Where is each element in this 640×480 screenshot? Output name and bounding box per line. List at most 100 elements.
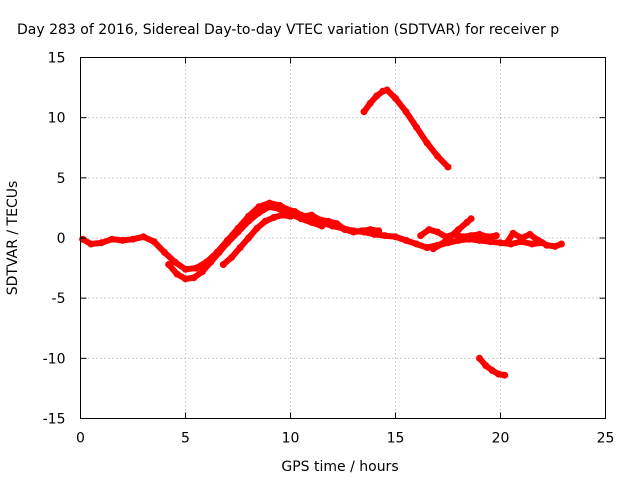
data-point: [173, 270, 181, 278]
data-point: [438, 240, 446, 248]
data-point: [140, 233, 147, 241]
data-point: [476, 236, 483, 244]
data-point: [503, 239, 511, 247]
data-point: [255, 209, 263, 217]
data-point: [219, 261, 227, 268]
data-point: [234, 228, 242, 236]
x-tick-label: 25: [597, 431, 615, 447]
y-tick-label: 5: [57, 171, 66, 187]
data-point: [467, 215, 475, 223]
data-point: [366, 99, 374, 107]
data-point: [402, 108, 410, 116]
data-point: [299, 212, 307, 220]
data-point: [383, 86, 391, 94]
data-point: [324, 217, 332, 225]
data-point: [108, 235, 116, 243]
data-point: [381, 232, 389, 240]
data-point: [375, 227, 383, 235]
data-point: [557, 240, 565, 248]
data-point: [476, 230, 483, 238]
data-point: [358, 227, 366, 235]
chart-title: Day 283 of 2016, Sidereal Day-to-day VTE…: [17, 22, 559, 38]
data-point: [150, 238, 158, 246]
data-point: [182, 275, 189, 283]
data-point: [492, 232, 500, 240]
data-point: [497, 239, 504, 247]
data-point: [350, 228, 357, 236]
data-point: [373, 92, 381, 100]
plot-series: [79, 86, 565, 379]
series-7: [503, 229, 565, 250]
data-point: [316, 216, 324, 224]
data-point: [215, 248, 223, 256]
data-point: [98, 239, 105, 247]
series-9: [476, 354, 509, 379]
data-point: [434, 152, 441, 160]
x-tick-label: 15: [387, 431, 405, 447]
data-point: [228, 253, 236, 261]
data-point: [501, 371, 509, 379]
data-point: [392, 94, 399, 102]
x-tick-label: 0: [76, 431, 85, 447]
series-4: [282, 205, 383, 236]
y-tick-label: -15: [43, 412, 66, 428]
y-tick-label: -5: [52, 291, 66, 307]
data-point: [192, 264, 200, 272]
data-point: [318, 222, 326, 230]
data-point: [236, 244, 244, 252]
data-point: [518, 234, 525, 242]
series-8: [360, 86, 452, 171]
data-point: [129, 235, 137, 243]
data-point: [366, 226, 374, 234]
data-point: [333, 220, 341, 228]
data-point: [308, 211, 315, 219]
data-point: [494, 370, 502, 378]
data-point: [528, 240, 536, 248]
data-point: [161, 248, 168, 256]
y-tick-label: 0: [57, 231, 66, 247]
data-point: [282, 205, 290, 213]
series-3: [219, 211, 294, 268]
data-point: [360, 108, 368, 116]
data-point: [270, 214, 278, 221]
series-6: [429, 215, 475, 253]
data-point: [266, 203, 273, 211]
data-point: [444, 163, 452, 171]
data-point: [276, 205, 284, 213]
data-point: [119, 236, 126, 244]
data-point: [198, 268, 206, 276]
data-point: [423, 139, 431, 147]
data-point: [341, 226, 349, 234]
data-point: [261, 217, 269, 225]
data-point: [190, 274, 198, 282]
x-tick-label: 20: [492, 431, 510, 447]
data-point: [224, 239, 231, 247]
data-point: [417, 232, 425, 240]
data-point: [165, 261, 173, 268]
data-point: [253, 224, 261, 232]
data-point: [207, 258, 215, 266]
data-point: [467, 232, 475, 240]
data-point: [509, 229, 517, 237]
data-point: [434, 228, 441, 236]
data-point: [291, 208, 299, 215]
data-point: [423, 244, 431, 252]
data-point: [429, 245, 437, 253]
data-point: [455, 226, 462, 234]
x-tick-label: 5: [181, 431, 190, 447]
data-point: [551, 242, 559, 250]
data-point: [482, 362, 490, 370]
data-point: [245, 217, 252, 225]
y-tick-label: 15: [48, 51, 66, 67]
x-tick-label: 10: [282, 431, 300, 447]
data-point: [476, 354, 483, 362]
series-trace: [417, 226, 500, 240]
y-tick-label: -10: [43, 351, 66, 367]
y-axis-label: SDTVAR / TECUs: [5, 181, 21, 296]
data-point: [534, 236, 542, 244]
data-point: [171, 258, 179, 266]
data-point: [488, 366, 496, 374]
data-point: [425, 226, 433, 234]
y-tick-label: 10: [48, 111, 66, 127]
